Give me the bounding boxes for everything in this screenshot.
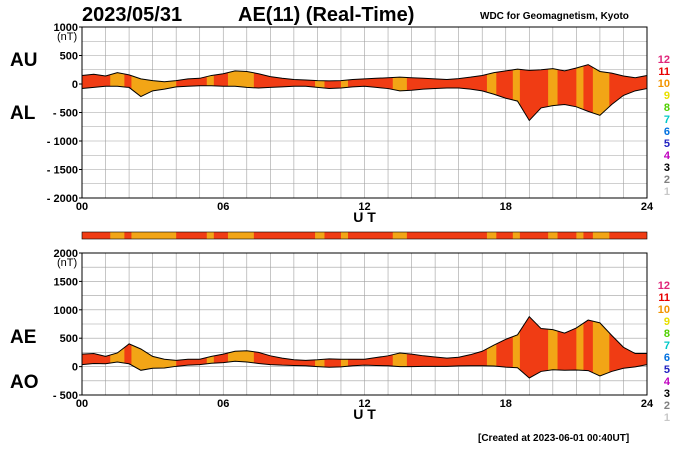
series-line-au: [81, 64, 648, 83]
level-label: 9: [664, 90, 670, 102]
level-label: 8: [664, 328, 670, 340]
ae-label: AE: [10, 327, 37, 348]
y-tick-label: 1500: [54, 276, 78, 288]
chart-title: AE(11) (Real-Time): [238, 4, 415, 26]
y-unit-label: (nT): [57, 31, 77, 43]
activity-bar-frame: [81, 231, 648, 240]
x-tick-label: 12: [358, 201, 370, 213]
level-label: 7: [664, 340, 670, 352]
activity-stripe: [548, 316, 558, 378]
level-label: 6: [664, 352, 670, 364]
activity-stripe: [512, 316, 520, 378]
level-label: 1: [664, 186, 670, 198]
level-label: 5: [664, 138, 670, 150]
activity-bar-segment: [486, 232, 497, 239]
level-label: 2: [664, 174, 670, 186]
activity-bar-segment: [206, 232, 214, 239]
activity-stripe: [592, 316, 610, 378]
level-label: 3: [664, 388, 670, 400]
level-label: 1: [664, 412, 670, 424]
ao-label: AO: [10, 372, 39, 393]
level-label: 12: [658, 54, 670, 66]
level-label: 8: [664, 102, 670, 114]
y-tick-label: 0: [72, 362, 78, 374]
activity-bar-segment: [576, 232, 584, 239]
level-label: 12: [658, 280, 670, 292]
level-label: 11: [658, 66, 670, 78]
activity-bar-segment: [392, 232, 407, 239]
au-label: AU: [10, 50, 38, 71]
activity-stripe: [512, 64, 520, 121]
date-label: 2023/05/31: [82, 4, 183, 26]
y-unit-label: (nT): [57, 257, 77, 269]
y-tick-label: 0: [72, 79, 78, 91]
activity-bar-segment: [131, 232, 177, 239]
activity-bar-segment: [592, 232, 610, 239]
level-label: 9: [664, 316, 670, 328]
al-label: AL: [10, 103, 36, 124]
x-axis-label: U T: [353, 209, 376, 225]
activity-stripe: [576, 64, 584, 121]
level-label: 10: [658, 78, 670, 90]
level-label: 4: [664, 376, 671, 388]
x-tick-label: 18: [500, 201, 512, 213]
x-tick-label: 24: [641, 201, 654, 213]
activity-stripe: [548, 64, 558, 121]
level-label: 5: [664, 364, 670, 376]
series-line-ae: [81, 315, 647, 361]
x-tick-label: 06: [217, 201, 229, 213]
plot-frame: [81, 252, 648, 396]
created-timestamp: [Created at 2023-06-01 00:40UT]: [478, 433, 630, 444]
y-tick-label: 1000: [54, 305, 78, 317]
x-tick-label: 00: [76, 201, 88, 213]
activity-bar-segment: [227, 232, 254, 239]
level-label: 10: [658, 304, 670, 316]
y-tick-label: 500: [60, 333, 78, 345]
level-label: 3: [664, 162, 670, 174]
level-label: 7: [664, 114, 670, 126]
series-line-al: [81, 85, 648, 122]
activity-bar-segment: [548, 232, 558, 239]
x-tick-label: 18: [500, 398, 512, 410]
level-label: 2: [664, 400, 670, 412]
y-tick-label: - 1500: [47, 165, 78, 177]
panel-2: [79, 252, 648, 396]
activity-stripe: [486, 64, 497, 121]
activity-bar-segment: [340, 232, 349, 239]
x-tick-label: 24: [641, 398, 654, 410]
level-label: 11: [658, 292, 670, 304]
activity-bar-segment: [315, 232, 325, 239]
activity-stripe: [576, 316, 584, 378]
activity-stripe: [592, 64, 610, 121]
x-tick-label: 00: [76, 398, 88, 410]
y-tick-label: 1000: [54, 22, 78, 34]
y-tick-label: 500: [60, 51, 78, 63]
panel-1: [79, 26, 648, 199]
level-label: 4: [664, 150, 671, 162]
activity-bar-segment: [512, 232, 520, 239]
series-line-ao: [81, 360, 648, 379]
y-tick-label: - 2000: [47, 193, 78, 205]
activity-bar: [82, 232, 647, 239]
y-tick-label: - 1000: [47, 136, 78, 148]
y-tick-label: 2000: [54, 248, 78, 260]
area-fill: [82, 64, 647, 121]
y-tick-label: - 500: [53, 108, 78, 120]
x-tick-label: 12: [358, 398, 370, 410]
y-tick-label: - 500: [53, 390, 78, 402]
source-label: WDC for Geomagnetism, Kyoto: [480, 11, 629, 22]
activity-stripe: [486, 316, 497, 378]
level-label: 6: [664, 126, 670, 138]
x-tick-label: 06: [217, 398, 229, 410]
activity-bar-segment: [110, 232, 125, 239]
x-axis-label: U T: [353, 406, 376, 422]
